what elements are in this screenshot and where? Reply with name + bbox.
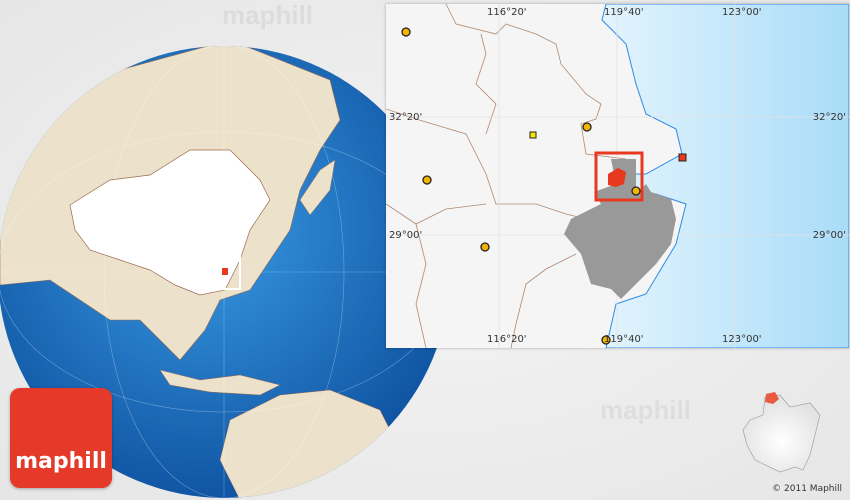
inset-map-canvas [386,4,849,348]
lat-label-right: 29°00' [812,230,846,241]
province-borders [386,4,627,348]
province-locator-map [742,392,821,473]
indonesia [159,369,281,396]
maphill-logo[interactable]: maphill [10,388,112,488]
globe-highlight [222,268,228,275]
lat-label-right: 32°20' [812,112,846,123]
watermark: maphill [222,0,314,30]
highlighted-county [608,168,626,187]
lon-label-bottom: 119°40' [604,334,644,345]
inset-map: 116°20' 119°40' 123°00' 116°20' 119°40' … [386,4,849,348]
lon-label-bottom: 116°20' [487,334,527,345]
globe-locator-frame [203,255,241,290]
logo-text: maphill [15,449,107,474]
globe-map [0,46,450,498]
lat-label-left: 32°20' [389,112,423,123]
locator-highlight [765,392,779,404]
japan [299,159,336,216]
city-markers [401,27,687,345]
sea [601,4,849,348]
highlight-frame [594,151,644,202]
lon-label-bottom: 123°00' [722,334,762,345]
lon-label-top: 123°00' [722,7,762,18]
province-shape [564,159,676,299]
lat-label-left: 29°00' [389,230,423,241]
lon-label-top: 119°40' [604,7,644,18]
watermark: maphill [600,395,692,425]
copyright: © 2011 Maphill [772,484,842,494]
lon-label-top: 116°20' [487,7,527,18]
